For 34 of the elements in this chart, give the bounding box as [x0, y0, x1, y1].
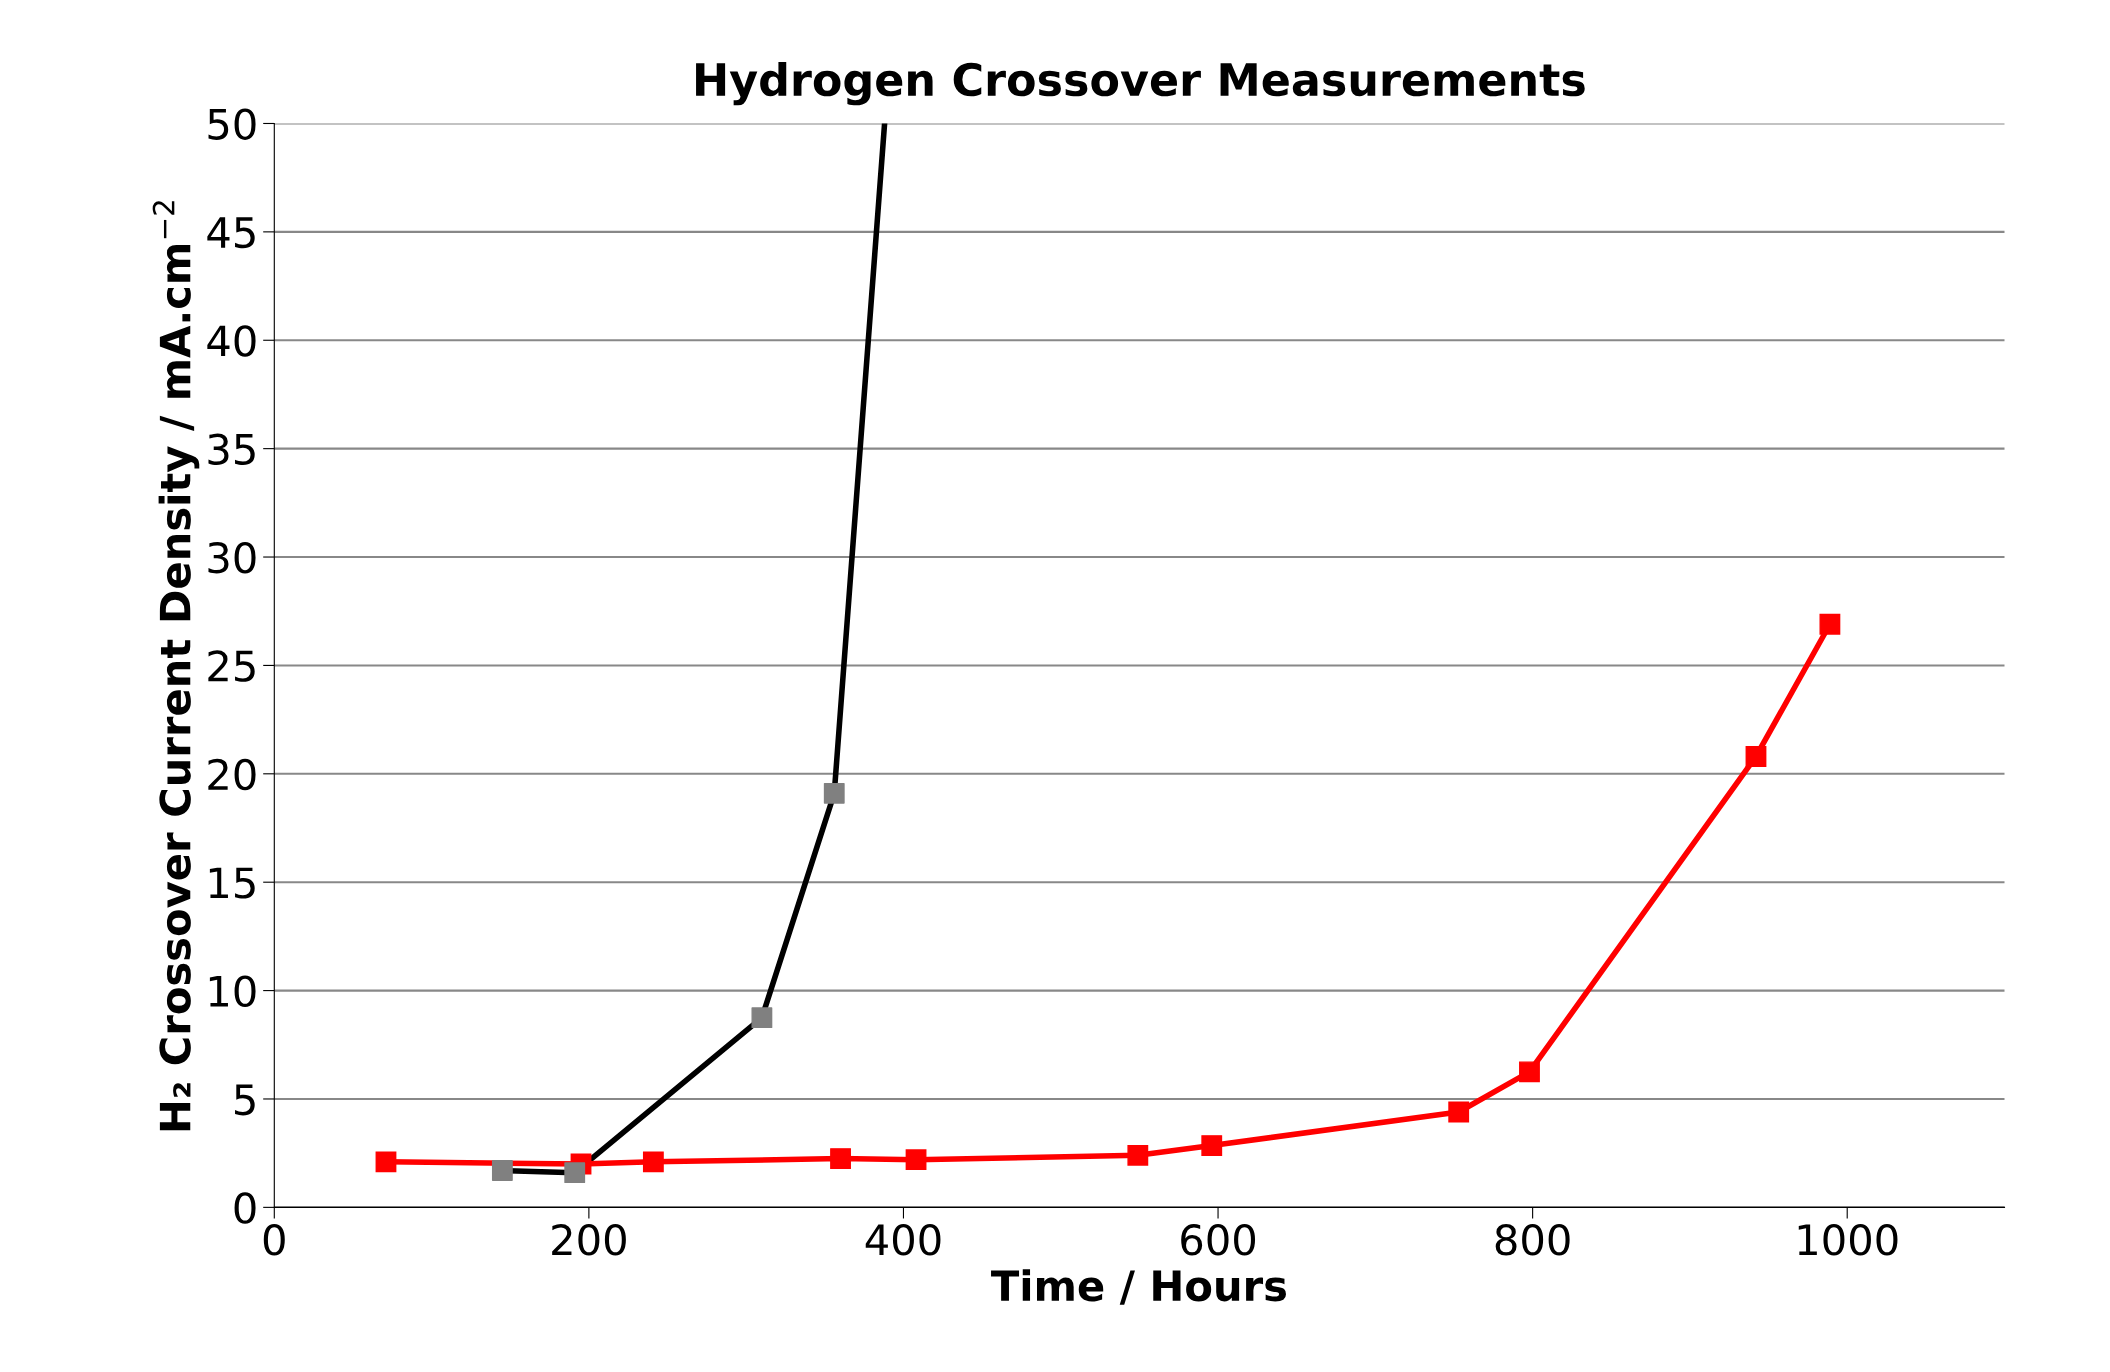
y-tick-label: 25 — [208, 650, 255, 682]
y-axis-title: H₂ Crossover Current Density / mA.cm$^{−2}$ — [152, 201, 200, 1131]
point — [642, 1151, 664, 1173]
y-tick-label: 10 — [209, 975, 256, 1008]
x-axis-title: Time / Hours — [991, 1269, 1286, 1305]
point — [751, 1007, 773, 1029]
x-tick-label: 1000 — [1798, 1224, 1898, 1256]
y-tick-label: 30 — [208, 541, 256, 574]
point — [905, 1149, 927, 1171]
point — [1819, 613, 1841, 635]
x-tick-label: 200 — [552, 1224, 626, 1256]
point — [1745, 746, 1767, 767]
x-tick-label: 600 — [1181, 1224, 1256, 1256]
y-tick-label: 15 — [209, 867, 255, 899]
chart-title: Hydrogen Crossover Measurements — [696, 61, 1585, 106]
y-tick-label: 45 — [207, 217, 255, 249]
point — [375, 1151, 397, 1173]
y-tick-label: 50 — [208, 108, 256, 140]
point — [823, 782, 845, 804]
x-tick-label: 400 — [865, 1224, 941, 1256]
point — [830, 1148, 851, 1170]
y-tick-label: 40 — [207, 325, 256, 357]
x-tick-label: 0 — [263, 1224, 285, 1256]
point — [491, 1160, 513, 1181]
point — [1519, 1061, 1540, 1083]
y-tick-label: 35 — [208, 433, 255, 466]
point — [1201, 1135, 1223, 1156]
x-tick-label: 800 — [1495, 1224, 1570, 1256]
y-tick-label: 0 — [234, 1192, 256, 1224]
y-tick-label: 20 — [208, 758, 256, 791]
point — [1127, 1144, 1149, 1166]
point — [564, 1162, 586, 1184]
point — [1448, 1101, 1470, 1123]
y-tick-label: 5 — [235, 1084, 255, 1116]
